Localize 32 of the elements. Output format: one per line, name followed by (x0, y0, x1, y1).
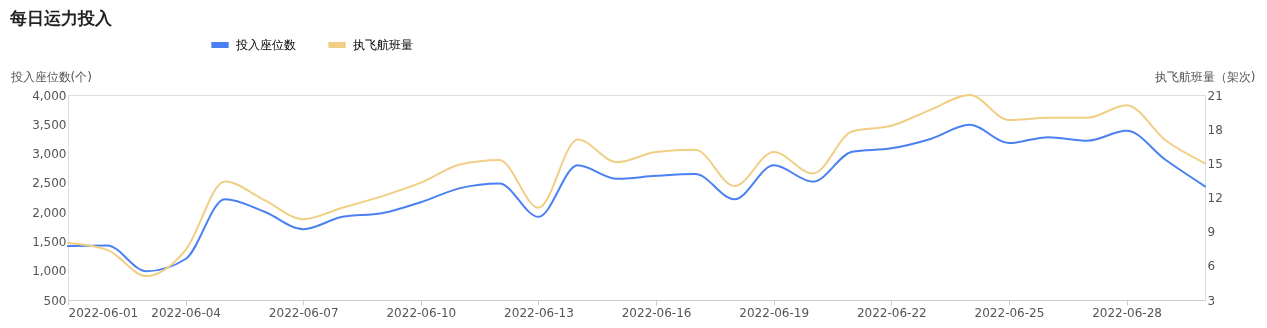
y2-tick-label: 9 (1207, 225, 1216, 240)
x-tick-label: 2022-06-04 (151, 305, 221, 320)
y-axis-title: 投入座位数(个) (9, 69, 92, 84)
chart-title: 每日运力投入 (9, 8, 113, 28)
legend-label: 投入座位数 (235, 38, 296, 52)
x-tick-label: 2022-06-10 (386, 305, 457, 320)
x-tick-label: 2022-06-13 (504, 305, 574, 320)
y-tick-label: 1,500 (32, 234, 67, 249)
line-series (67, 94, 1206, 278)
y2-tick-label: 6 (1207, 259, 1216, 274)
line-series (67, 123, 1206, 273)
y2-tick-label: 21 (1207, 88, 1223, 103)
y-tick-label: 2,500 (32, 176, 67, 191)
y-tick-label: 3,500 (32, 117, 67, 132)
y2-tick-label: 12 (1207, 191, 1223, 205)
x-tick-label: 2022-06-07 (268, 305, 339, 320)
y-tick-label: 500 (43, 293, 67, 308)
legend-label: 执飞航班量 (353, 38, 413, 52)
x-tick-label: 2022-06-22 (856, 305, 927, 320)
x-tick-label: 2022-06-19 (739, 305, 810, 320)
x-tick-label: 2022-06-25 (974, 305, 1045, 320)
y-tick-label: 3,000 (32, 147, 67, 162)
x-tick-label: 2022-06-28 (1092, 305, 1162, 320)
x-tick-label: 2022-06-01 (68, 305, 139, 320)
y-tick-label: 2,000 (32, 205, 67, 220)
y-tick-label: 4,000 (32, 88, 67, 103)
y2-tick-label: 3 (1207, 293, 1216, 308)
x-tick-label: 2022-06-16 (621, 305, 692, 320)
y2-axis-title: 执飞航班量（架次) (1154, 69, 1256, 84)
y-tick-label: 1,000 (32, 264, 67, 279)
y2-tick-label: 15 (1207, 156, 1223, 171)
y2-tick-label: 18 (1207, 122, 1223, 137)
